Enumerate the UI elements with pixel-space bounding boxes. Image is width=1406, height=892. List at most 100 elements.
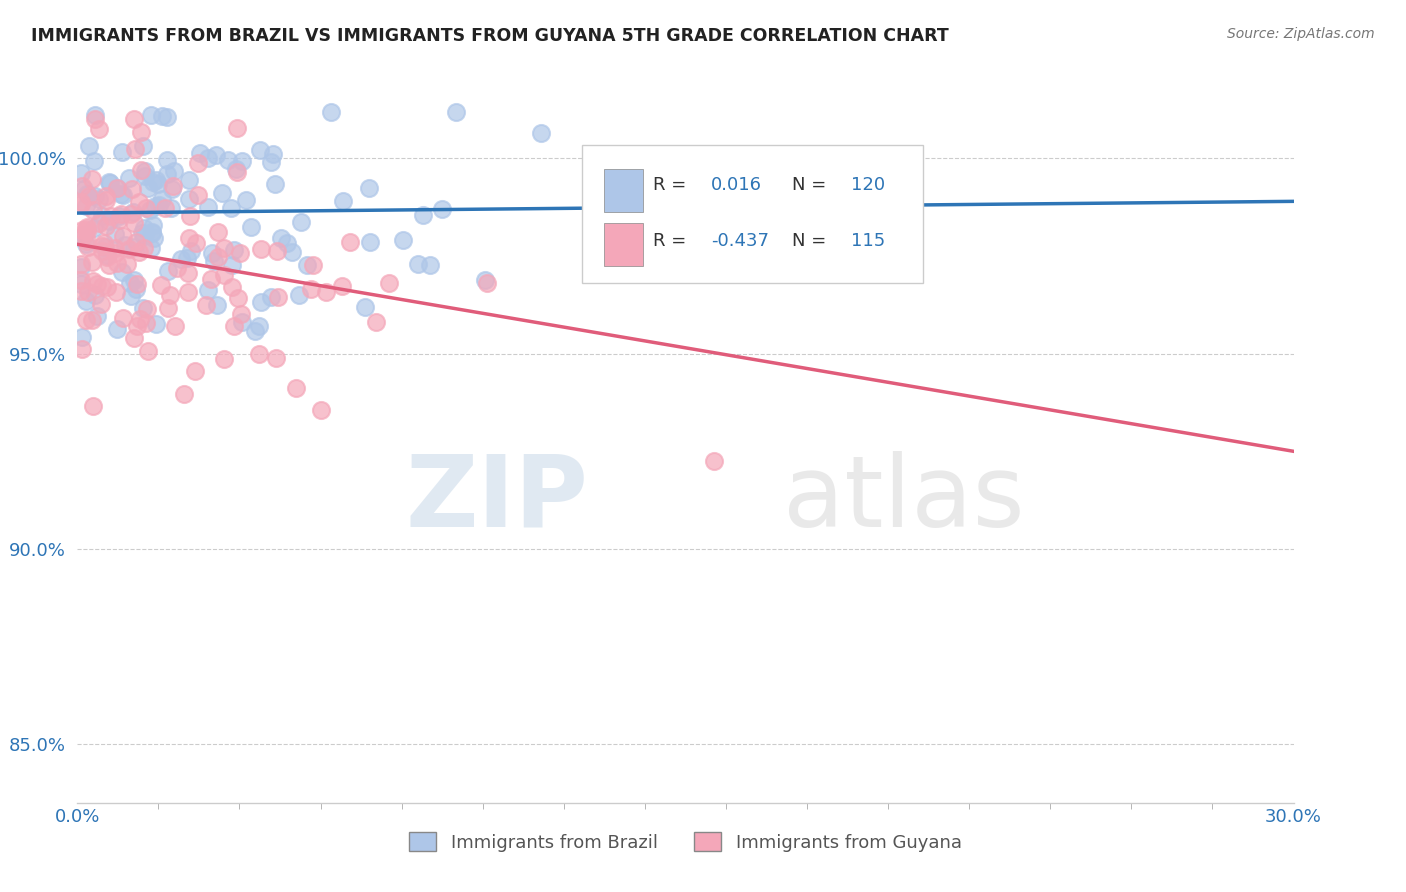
Point xyxy=(249,144,271,158)
Point xyxy=(124,282,146,296)
Point xyxy=(330,278,353,293)
Point xyxy=(150,109,173,123)
Point xyxy=(295,258,318,272)
Point xyxy=(111,265,134,279)
Point xyxy=(86,277,108,291)
Point xyxy=(703,454,725,468)
Point xyxy=(145,172,167,186)
Point xyxy=(262,146,284,161)
Point xyxy=(359,235,381,249)
Point xyxy=(332,194,354,208)
Point xyxy=(115,257,138,271)
Point xyxy=(162,179,184,194)
Point xyxy=(260,290,283,304)
Point xyxy=(231,153,253,168)
Point xyxy=(226,291,249,305)
Text: R =: R = xyxy=(652,176,692,194)
Point xyxy=(247,347,270,361)
Point xyxy=(94,194,117,208)
Point xyxy=(264,177,287,191)
Point xyxy=(82,202,104,217)
Point xyxy=(111,310,134,325)
Point xyxy=(166,260,188,275)
Point xyxy=(194,298,217,312)
Point xyxy=(128,244,150,259)
Point xyxy=(187,187,209,202)
Point xyxy=(107,209,129,223)
Point xyxy=(212,352,235,367)
Point xyxy=(201,246,224,260)
Text: 115: 115 xyxy=(851,232,884,250)
Point xyxy=(125,235,148,249)
Point xyxy=(83,221,105,235)
Point xyxy=(134,163,156,178)
Point xyxy=(143,231,166,245)
Point xyxy=(315,285,337,300)
Point xyxy=(122,240,145,254)
Text: atlas: atlas xyxy=(783,450,1025,548)
Point xyxy=(83,154,105,169)
Point xyxy=(231,315,253,329)
Point xyxy=(77,139,100,153)
Point xyxy=(129,125,152,139)
Point xyxy=(267,289,290,303)
Point xyxy=(121,182,143,196)
Point xyxy=(84,287,107,301)
Point xyxy=(104,246,127,260)
Point xyxy=(412,208,434,222)
Point xyxy=(245,324,267,338)
Point xyxy=(160,201,183,215)
Point xyxy=(90,209,112,223)
Point xyxy=(160,182,183,196)
Point xyxy=(280,244,302,259)
Point xyxy=(145,318,167,332)
Point xyxy=(73,227,96,242)
Point xyxy=(90,279,112,293)
Point xyxy=(132,242,155,256)
Point xyxy=(299,282,322,296)
Point xyxy=(204,148,226,162)
Point xyxy=(260,155,283,169)
Point xyxy=(75,236,97,251)
Point xyxy=(135,201,157,215)
Point xyxy=(276,235,298,250)
Point xyxy=(392,233,415,247)
Point xyxy=(86,309,108,323)
Point xyxy=(104,241,127,255)
Point xyxy=(96,280,118,294)
Point xyxy=(132,228,155,243)
Point xyxy=(94,219,117,234)
Point xyxy=(378,276,401,290)
Legend: Immigrants from Brazil, Immigrants from Guyana: Immigrants from Brazil, Immigrants from … xyxy=(402,825,969,859)
Text: ZIP: ZIP xyxy=(405,450,588,548)
Point xyxy=(444,104,467,119)
Point xyxy=(141,225,163,239)
Point xyxy=(240,220,263,235)
Point xyxy=(221,280,243,294)
Point xyxy=(98,175,121,189)
Point xyxy=(207,250,229,264)
Point xyxy=(105,256,128,270)
Point xyxy=(142,218,165,232)
Point xyxy=(180,244,202,258)
Point xyxy=(96,248,118,262)
Point xyxy=(530,127,553,141)
Point xyxy=(430,202,453,217)
Point xyxy=(364,314,387,328)
Point xyxy=(87,122,110,136)
Point xyxy=(200,272,222,286)
Point xyxy=(105,181,128,195)
Point xyxy=(100,210,122,224)
Point xyxy=(87,216,110,230)
Point xyxy=(70,342,93,356)
Point xyxy=(76,220,98,235)
Point xyxy=(219,202,242,216)
Point xyxy=(82,171,104,186)
Point xyxy=(125,318,148,333)
Point xyxy=(76,240,98,254)
Point xyxy=(70,178,93,193)
Point xyxy=(70,260,93,274)
Point xyxy=(120,288,142,302)
Point xyxy=(70,256,93,270)
Point xyxy=(354,300,377,314)
